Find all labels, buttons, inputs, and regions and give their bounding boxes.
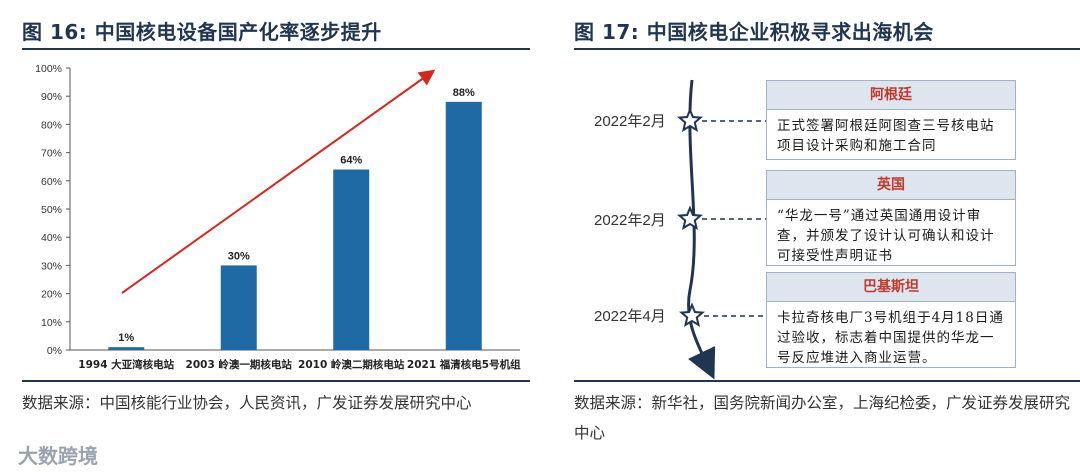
event-date: 2022年4月: [594, 308, 666, 325]
event-card: 巴基斯坦 卡拉奇核电厂3号机组于4月18日通过验收，标志着中国提供的华龙一号反应…: [766, 272, 1016, 368]
y-tick-label: 80%: [41, 119, 62, 131]
source-rule: [22, 380, 530, 382]
category-label: 2010 岭澳二期核电站: [298, 358, 405, 371]
timeline-graphic: [677, 79, 766, 380]
star-icon: [679, 302, 705, 327]
figure-title: 图 16: 中国核电设备国产化率逐步提升: [22, 20, 382, 44]
bar: [333, 169, 370, 350]
bar: [445, 101, 482, 350]
category-label: 2003 岭澳一期核电站: [186, 358, 293, 371]
event-date: 2022年2月: [594, 212, 666, 229]
y-tick-label: 30%: [41, 260, 62, 272]
title-rule: [574, 48, 1080, 50]
left-panel: 图 16: 中国核电设备国产化率逐步提升 0% 10% 20% 30% 40% 50% 60…: [0, 0, 530, 472]
event-country: 巴基斯坦: [767, 273, 1015, 302]
category-label: 1994 大亚湾核电站: [78, 358, 174, 371]
y-tick-label: 60%: [41, 176, 62, 188]
y-tick-label: 50%: [41, 204, 62, 216]
data-label: 30%: [228, 250, 250, 262]
data-label: 88%: [453, 87, 475, 99]
y-tick-label: 40%: [41, 232, 62, 244]
right-panel: 图 17: 中国核电企业积极寻求出海机会 2022年2月 阿根廷 正式签署阿根廷…: [552, 0, 1080, 472]
event-description: 正式签署阿根廷阿图查三号核电站项目设计采购和施工合同: [777, 118, 995, 154]
event-date: 2022年2月: [594, 113, 666, 130]
y-tick-label: 70%: [41, 148, 62, 160]
y-tick-label: 100%: [35, 63, 62, 75]
event-description: 卡拉奇核电厂3号机组于4月18日通过验收，标志着中国提供的华龙一号反应堆进入商业…: [777, 310, 1004, 366]
data-label: 1%: [118, 332, 134, 344]
title-rule: [22, 48, 530, 50]
bar-chart: 0% 10% 20% 30% 40% 50% 60% 70% 80% 90% 100% 1% 1994 …: [35, 63, 521, 371]
event-card: 阿根廷 正式签署阿根廷阿图查三号核电站项目设计采购和施工合同: [766, 80, 1016, 160]
y-tick-label: 10%: [41, 317, 62, 329]
event-country: 英国: [767, 171, 1015, 200]
star-icon: [677, 205, 703, 230]
figure-title: 图 17: 中国核电企业积极寻求出海机会: [574, 20, 934, 44]
timeline-arrow: [687, 79, 716, 380]
data-label: 64%: [340, 155, 362, 167]
y-tick-label: 20%: [41, 289, 62, 301]
event-card: 英国 “华龙一号”通过英国通用设计审查，并颁发了设计认可确认和设计可接受性声明证…: [766, 170, 1016, 266]
event-country: 阿根廷: [767, 81, 1015, 110]
source-rule: [574, 380, 1080, 382]
y-tick-label: 90%: [41, 91, 62, 103]
bar: [220, 265, 257, 350]
bar: [108, 347, 145, 350]
watermark-logo: 大数跨境: [18, 444, 98, 468]
trend-arrow: [121, 69, 436, 294]
source-text: 数据来源：中国核能行业协会，人民资讯，广发证券发展研究中心: [22, 394, 472, 412]
event-description: “华龙一号”通过英国通用设计审查，并颁发了设计认可确认和设计可接受性声明证书: [777, 208, 995, 264]
category-label: 2021 福清核电5号机组: [407, 358, 521, 371]
source-text: 数据来源：新华社，国务院新闻办公室，上海纪检委，广发证券发展研究中心: [574, 394, 1071, 442]
y-tick-label: 0%: [47, 345, 62, 357]
star-icon: [677, 107, 703, 132]
